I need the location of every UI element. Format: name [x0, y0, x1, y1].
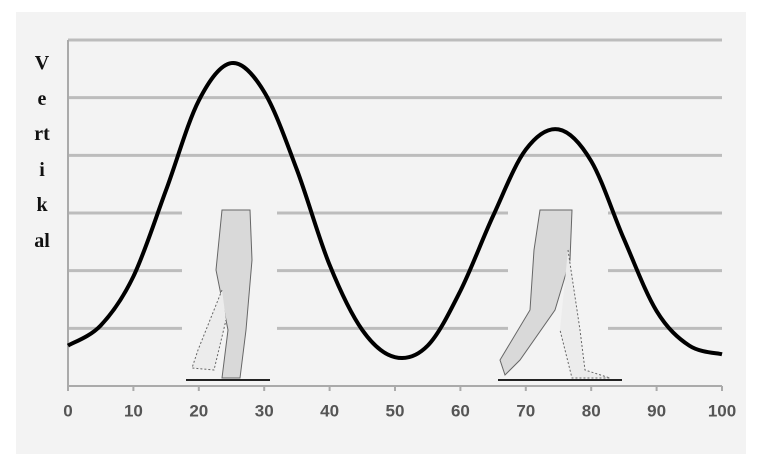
- y-axis-label: Vertikal: [34, 46, 50, 259]
- x-tick-label: 30: [255, 401, 274, 420]
- x-tick-label: 10: [124, 401, 143, 420]
- x-tick-label: 80: [582, 401, 601, 420]
- x-tick-label: 20: [189, 401, 208, 420]
- plot-background: [16, 12, 746, 454]
- x-tick-label: 60: [451, 401, 470, 420]
- x-tick-label: 100: [708, 401, 736, 420]
- x-tick-label: 0: [63, 401, 72, 420]
- x-tick-label: 70: [516, 401, 535, 420]
- page: 0102030405060708090100 Vertikal (() => {…: [0, 0, 757, 466]
- x-tick-label: 90: [647, 401, 666, 420]
- chart: 0 10 20 30 40 50 60 70 80 90 100: [0, 0, 757, 466]
- x-tick-label: 40: [320, 401, 339, 420]
- x-tick-label: 50: [386, 401, 405, 420]
